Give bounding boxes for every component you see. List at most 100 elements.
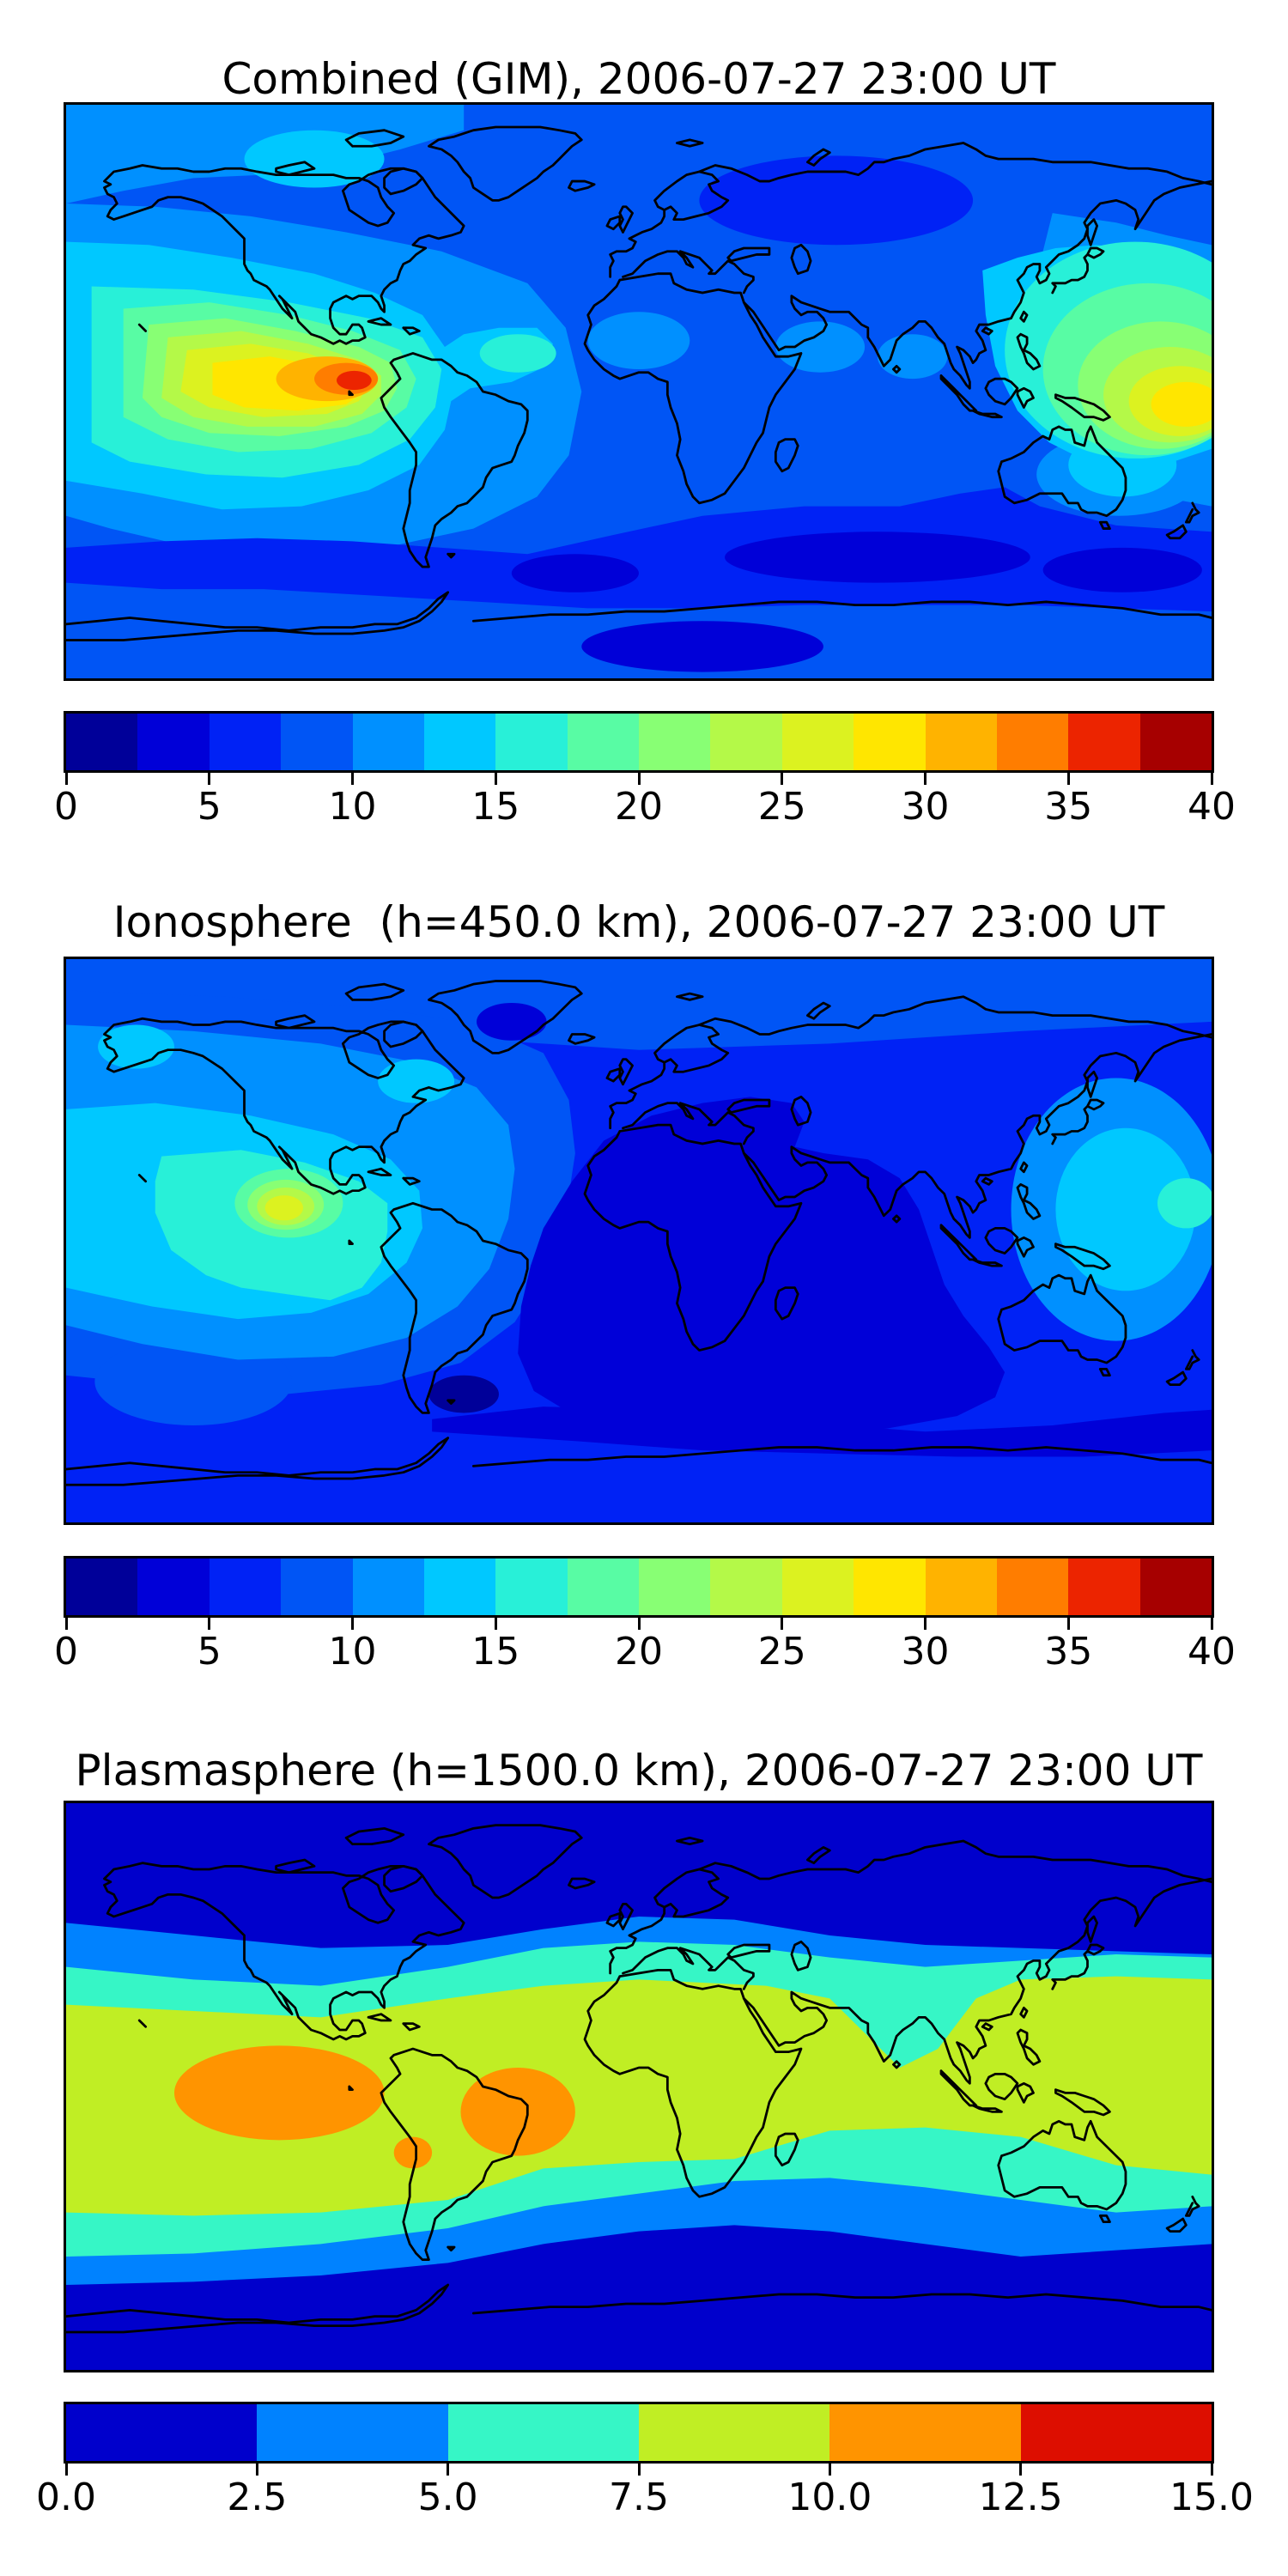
coastline <box>1165 2217 1188 2233</box>
coastline <box>806 1001 831 1020</box>
map-ionosphere <box>64 957 1214 1525</box>
coastline <box>348 2085 354 2092</box>
colorbar-tick-label: 20 <box>615 1630 663 1674</box>
coastline <box>344 1826 405 1846</box>
colorbar-tick-label: 35 <box>1044 1630 1093 1674</box>
coastline <box>622 1102 755 1145</box>
contour-region <box>587 312 690 370</box>
coastline <box>1184 501 1200 524</box>
coastline <box>1051 1098 1105 1145</box>
panel-title-combined: Combined (GIM), 2006-07-27 23:00 UT <box>222 54 1056 104</box>
colorbar-tick-label: 5 <box>197 785 222 829</box>
coastline <box>471 1446 1212 1467</box>
coastline <box>605 1067 622 1083</box>
colorbar-segment <box>1068 714 1140 770</box>
coastline <box>622 1947 755 1990</box>
contour-map-canvas <box>66 105 1212 672</box>
colorbar-tick-label: 10 <box>328 1630 377 1674</box>
coastline <box>997 425 1127 518</box>
contour-region <box>378 1059 455 1103</box>
coastline <box>981 326 993 336</box>
contour-region <box>432 1406 1212 1457</box>
colorbar-segment <box>447 2404 639 2461</box>
contour-region <box>477 1003 547 1041</box>
colorbar-tick-label: 15.0 <box>1170 2476 1254 2519</box>
colorbar-segment <box>137 714 210 770</box>
colorbar-tick-mark <box>781 773 784 785</box>
coastline <box>1016 386 1035 409</box>
colorbar-tick-label: 5 <box>197 1630 222 1674</box>
colorbar-tick-mark <box>351 1618 354 1630</box>
colorbar-segment <box>66 714 138 770</box>
coastline <box>1051 1943 1105 1990</box>
colorbar-segment <box>209 714 282 770</box>
contour-region <box>1055 1127 1196 1291</box>
coastline <box>275 161 316 177</box>
contour-region <box>1151 381 1212 427</box>
coastline <box>676 1836 704 1846</box>
colorbar-tick-label: 2.5 <box>227 2476 288 2519</box>
coastline <box>742 1877 1212 2085</box>
contour-region <box>428 1375 499 1413</box>
coastline <box>676 992 704 1001</box>
contour-region <box>460 2068 575 2156</box>
colorbar-tick-mark <box>494 1618 497 1630</box>
colorbar-segment <box>638 2404 830 2461</box>
coastline <box>971 409 1003 419</box>
colorbar-tick-label: 5.0 <box>417 2476 478 2519</box>
colorbar-segment <box>281 714 353 770</box>
coastline <box>1054 2088 1111 2117</box>
coastline <box>348 1239 354 1246</box>
coastline <box>1054 393 1111 422</box>
contour-region <box>94 1337 293 1426</box>
colorbar-segment <box>829 2404 1021 2461</box>
contour-region <box>1157 1178 1212 1229</box>
colorbar-tick-mark <box>64 1618 68 1630</box>
coastline <box>348 390 354 397</box>
colorbar-segment <box>925 714 997 770</box>
colorbar-tick-label: 0.0 <box>36 2476 96 2519</box>
contour-region <box>511 554 639 592</box>
coastline <box>698 142 1212 186</box>
coastline <box>344 129 405 148</box>
colorbar-segment <box>996 714 1069 770</box>
colorbar-segment <box>352 1558 424 1615</box>
coastline <box>984 1227 1019 1255</box>
coastline <box>609 170 730 278</box>
colorbar-tick-mark <box>494 773 497 785</box>
colorbar-ticks-ionosphere: 0 5 10 15 20 25 30 35 40 <box>54 1618 1236 1699</box>
contour-region <box>336 370 372 391</box>
coastline <box>137 1174 148 1183</box>
contour-region <box>173 2045 385 2141</box>
colorbar-segment <box>567 1558 639 1615</box>
colorbar-segment <box>1068 1558 1140 1615</box>
coastline <box>774 1286 799 1321</box>
colorbar-tick-mark <box>1066 773 1070 785</box>
coastline <box>618 1902 634 1931</box>
colorbar-tick-mark <box>924 773 927 785</box>
contour-region <box>581 621 823 672</box>
colorbar-tick-mark <box>781 1618 784 1630</box>
colorbar-tick-mark <box>637 1618 641 1630</box>
coastline <box>275 1014 316 1030</box>
coastline <box>774 438 799 473</box>
coastline <box>137 2019 148 2028</box>
coastline <box>583 1123 803 1352</box>
coastline <box>984 377 1019 406</box>
coastline <box>1019 310 1029 323</box>
coastline <box>103 164 465 345</box>
colorbar-segment <box>710 714 782 770</box>
coastline <box>367 317 392 326</box>
colorbar-ionosphere <box>64 1556 1214 1618</box>
colorbar-tick-mark <box>208 1618 211 1630</box>
coastline <box>997 2119 1127 2211</box>
coastline <box>1165 1370 1188 1387</box>
colorbar-segment <box>281 1558 353 1615</box>
colorbar-segment <box>423 714 496 770</box>
panel-title-ionosphere: Ionosphere (h=450.0 km), 2006-07-27 23:0… <box>112 897 1165 947</box>
coastline <box>939 374 978 412</box>
colorbar-segment <box>710 1558 782 1615</box>
coastline <box>383 167 424 196</box>
contour-region <box>1042 547 1202 592</box>
coastline <box>103 1862 465 2041</box>
